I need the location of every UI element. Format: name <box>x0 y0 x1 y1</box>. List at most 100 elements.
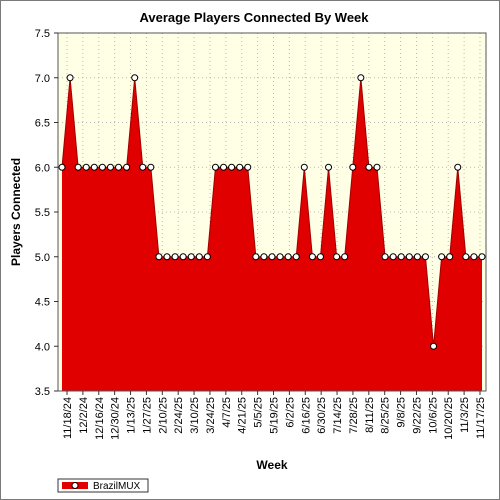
y-tick-label: 5.5 <box>35 207 50 219</box>
series-area-brazilmux <box>62 77 482 391</box>
y-axis-ticks: 3.5 4.0 4.5 5.0 5.5 6.0 6.5 7.0 7.5 <box>35 28 58 398</box>
data-point <box>98 163 106 171</box>
data-point <box>284 253 292 261</box>
data-point <box>66 74 74 82</box>
x-tick-label: 2/10/25 <box>157 397 169 434</box>
data-point <box>244 163 252 171</box>
data-point <box>131 74 139 82</box>
chart-title: Average Players Connected By Week <box>139 10 369 25</box>
x-tick-label: 9/8/25 <box>396 397 408 428</box>
data-point <box>106 163 114 171</box>
data-point <box>325 163 333 171</box>
y-tick-label: 7.5 <box>35 28 50 40</box>
y-axis-title: Players Connected <box>9 158 23 266</box>
x-axis-ticks: 11/18/24 12/2/24 12/16/24 12/30/24 1/13/25 1/… <box>62 391 487 440</box>
data-point <box>478 253 486 261</box>
data-point <box>454 163 462 171</box>
x-tick-label: 7/14/25 <box>332 397 344 434</box>
x-tick-label: 1/27/25 <box>141 397 153 434</box>
x-tick-label: 8/11/25 <box>364 397 376 433</box>
data-point <box>147 163 155 171</box>
x-tick-label: 12/2/24 <box>78 397 90 434</box>
data-point <box>470 253 478 261</box>
x-tick-label: 6/30/25 <box>316 397 328 434</box>
x-tick-label: 3/10/25 <box>189 397 201 434</box>
x-tick-label: 5/19/25 <box>269 397 281 434</box>
data-point <box>139 163 147 171</box>
data-point <box>381 253 389 261</box>
x-axis-title: Week <box>256 458 287 472</box>
y-tick-label: 4.5 <box>35 297 50 309</box>
x-tick-label: 12/30/24 <box>110 397 122 440</box>
data-point <box>203 253 211 261</box>
data-point <box>389 253 397 261</box>
data-point <box>195 253 203 261</box>
data-point <box>276 253 284 261</box>
x-tick-label: 1/13/25 <box>126 397 138 434</box>
data-point <box>430 342 438 350</box>
data-points <box>58 74 486 350</box>
legend: BrazilMUX <box>57 478 149 493</box>
legend-marker <box>71 482 79 489</box>
x-tick-label: 10/6/25 <box>427 397 439 434</box>
data-point <box>365 163 373 171</box>
data-point <box>413 253 421 261</box>
data-point <box>187 253 195 261</box>
y-tick-label: 5.0 <box>35 252 50 264</box>
data-point <box>397 253 405 261</box>
y-tick-label: 6.0 <box>35 162 50 174</box>
data-point <box>211 163 219 171</box>
x-tick-label: 7/28/25 <box>348 397 360 434</box>
x-tick-label: 3/24/25 <box>205 397 217 434</box>
data-point <box>341 253 349 261</box>
x-tick-label: 12/16/24 <box>94 397 106 440</box>
x-tick-label: 11/17/25 <box>475 397 487 439</box>
x-tick-label: 6/2/25 <box>284 397 296 428</box>
data-point <box>171 253 179 261</box>
data-point <box>308 253 316 261</box>
x-tick-label: 4/21/25 <box>237 397 249 434</box>
data-point <box>333 253 341 261</box>
data-point <box>300 163 308 171</box>
data-point <box>260 253 268 261</box>
data-point <box>228 163 236 171</box>
x-tick-label: 10/20/25 <box>443 397 455 440</box>
data-point <box>373 163 381 171</box>
legend-label: BrazilMUX <box>93 481 141 492</box>
data-point <box>462 253 470 261</box>
y-tick-label: 3.5 <box>35 386 50 398</box>
data-point <box>446 253 454 261</box>
data-point <box>421 253 429 261</box>
data-point <box>252 253 260 261</box>
data-point <box>115 163 123 171</box>
data-point <box>268 253 276 261</box>
y-tick-label: 6.5 <box>35 118 50 130</box>
data-point <box>438 253 446 261</box>
data-point <box>292 253 300 261</box>
data-point <box>179 253 187 261</box>
data-point <box>82 163 90 171</box>
x-tick-label: 4/7/25 <box>221 397 233 428</box>
data-point <box>123 163 131 171</box>
data-point <box>349 163 357 171</box>
data-point <box>236 163 244 171</box>
y-tick-label: 7.0 <box>35 73 50 85</box>
x-tick-label: 6/16/25 <box>300 397 312 434</box>
data-point <box>357 74 365 82</box>
x-tick-label: 11/18/24 <box>62 397 74 439</box>
x-tick-label: 9/22/25 <box>411 397 423 434</box>
data-point <box>220 163 228 171</box>
data-point <box>163 253 171 261</box>
x-tick-label: 5/5/25 <box>253 397 265 428</box>
data-point <box>90 163 98 171</box>
x-tick-label: 2/24/25 <box>173 397 185 434</box>
y-tick-label: 4.0 <box>35 341 50 353</box>
data-point <box>405 253 413 261</box>
data-point <box>74 163 82 171</box>
x-tick-label: 8/25/25 <box>380 397 392 434</box>
data-point <box>155 253 163 261</box>
data-point <box>316 253 324 261</box>
data-point <box>58 163 66 171</box>
x-tick-label: 11/3/25 <box>459 397 471 433</box>
